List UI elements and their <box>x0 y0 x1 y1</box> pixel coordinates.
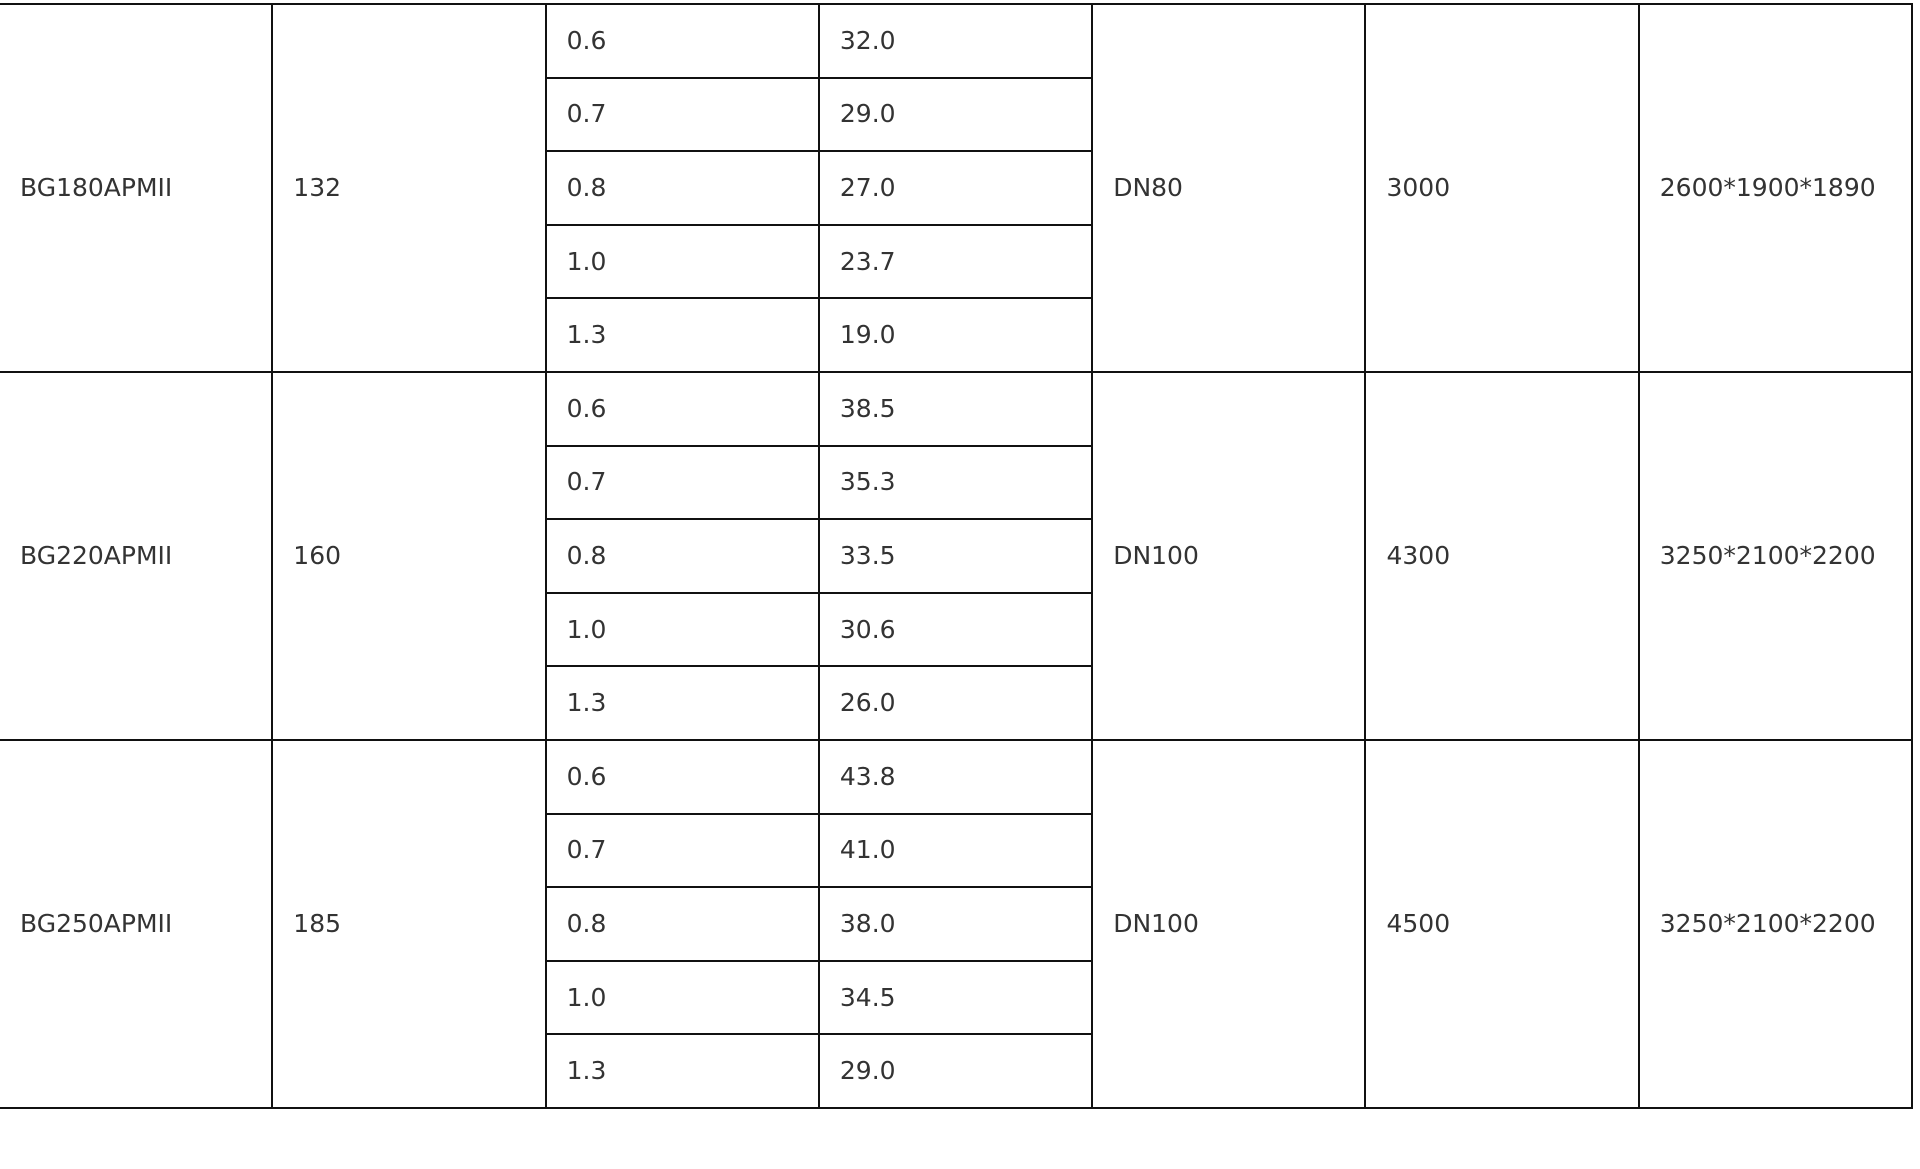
capacity-cell: 29.0 <box>817 1033 1094 1109</box>
dimensions-text: 3250*2100*2200 <box>1659 540 1876 570</box>
capacity-cell: 29.0 <box>817 76 1094 153</box>
weight-cell: 4500 <box>1364 738 1640 1109</box>
capacity-cell: 43.8 <box>817 738 1094 815</box>
table-row: BG180APMII 132 0.6 32.0 DN80 3000 2600*1900*18… <box>0 3 1914 373</box>
model-cell: BG180APMII <box>0 3 274 373</box>
pressure-cell: 0.8 <box>544 150 820 226</box>
pressure-cell: 0.6 <box>544 370 820 447</box>
table-row: 0.8 38.0 <box>0 886 1912 962</box>
pressure-cell: 0.6 <box>544 738 820 815</box>
dimensions-cell: 3250*2100*2200 <box>1637 738 1914 1109</box>
table-row: 0.8 27.0 <box>0 150 1912 226</box>
model-cell: BG220APMII <box>0 370 274 741</box>
outlet-cell: DN100 <box>1091 738 1367 1109</box>
dimensions-cell: 3250*2100*2200 <box>1637 370 1914 741</box>
pressure-cell: 1.3 <box>544 1033 820 1109</box>
pressure-cell: 1.0 <box>544 959 820 1036</box>
table-row: 1.3 19.0 <box>0 297 1912 373</box>
pressure-cell: 1.3 <box>544 297 820 373</box>
capacity-cell: 30.6 <box>817 591 1094 668</box>
weight-cell: 4300 <box>1364 370 1640 741</box>
pressure-cell: 0.8 <box>544 886 820 962</box>
dimensions-cell: 2600*1900*1890 <box>1637 3 1914 373</box>
power-cell: 160 <box>271 370 547 741</box>
capacity-cell: 26.0 <box>817 665 1094 741</box>
pressure-cell: 0.8 <box>544 518 820 594</box>
capacity-cell: 32.0 <box>817 3 1094 79</box>
pressure-cell: 0.7 <box>544 76 820 153</box>
pressure-cell: 1.0 <box>544 223 820 300</box>
capacity-cell: 35.3 <box>817 444 1094 521</box>
table-row: BG250APMII 185 0.6 43.8 DN100 4500 3250*2100*2… <box>0 738 1914 1109</box>
capacity-cell: 34.5 <box>817 959 1094 1036</box>
table-row: 0.7 41.0 <box>0 812 1912 889</box>
outlet-cell: DN100 <box>1091 370 1367 741</box>
table-row: 1.0 23.7 <box>0 223 1912 300</box>
capacity-cell: 19.0 <box>817 297 1094 373</box>
table-row: 1.0 34.5 <box>0 959 1912 1036</box>
table-row: 1.3 29.0 <box>0 1033 1912 1109</box>
table-row: 0.7 35.3 <box>0 444 1912 521</box>
dimensions-text: 3250*2100*2200 <box>1659 908 1876 938</box>
capacity-cell: 27.0 <box>817 150 1094 226</box>
pressure-cell: 1.3 <box>544 665 820 741</box>
capacity-cell: 33.5 <box>817 518 1094 594</box>
weight-cell: 3000 <box>1364 3 1640 373</box>
capacity-cell: 38.0 <box>817 886 1094 962</box>
capacity-cell: 38.5 <box>817 370 1094 447</box>
outlet-cell: DN80 <box>1091 3 1367 373</box>
pressure-cell: 1.0 <box>544 591 820 668</box>
table-row: 1.0 30.6 <box>0 591 1912 668</box>
capacity-cell: 23.7 <box>817 223 1094 300</box>
power-cell: 185 <box>271 738 547 1109</box>
table-row: 1.3 26.0 <box>0 665 1912 741</box>
spec-table: BG180APMII 132 0.6 32.0 DN80 3000 2600*1900*18… <box>0 3 1914 1109</box>
dimensions-text: 2600*1900*1890 <box>1659 172 1876 202</box>
pressure-cell: 0.6 <box>544 3 820 79</box>
table-row: BG220APMII 160 0.6 38.5 DN100 4300 3250*2100*2… <box>0 370 1914 741</box>
pressure-cell: 0.7 <box>544 812 820 889</box>
table-row: 0.7 29.0 <box>0 76 1912 153</box>
table-row: 0.8 33.5 <box>0 518 1912 594</box>
pressure-cell: 0.7 <box>544 444 820 521</box>
power-cell: 132 <box>271 3 547 373</box>
model-cell: BG250APMII <box>0 738 274 1109</box>
capacity-cell: 41.0 <box>817 812 1094 889</box>
